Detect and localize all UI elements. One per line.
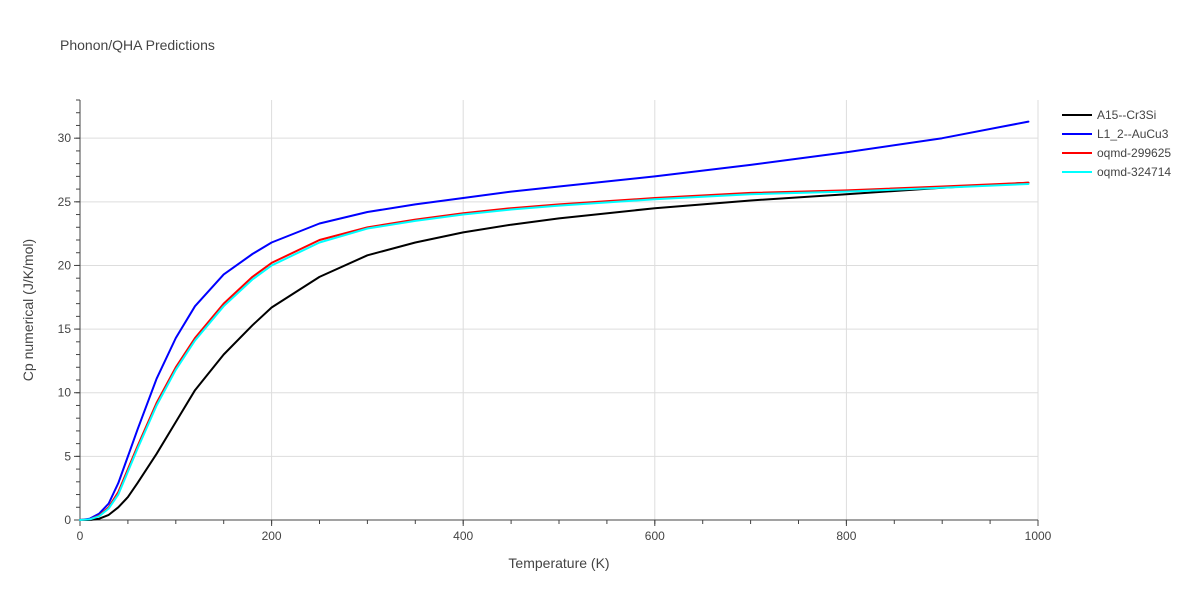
x-tick-label: 200 xyxy=(262,529,282,543)
y-tick-label: 0 xyxy=(64,513,71,527)
x-tick-label: 0 xyxy=(77,529,84,543)
x-tick-label: 1000 xyxy=(1025,529,1052,543)
legend-label: oqmd-299625 xyxy=(1097,146,1171,160)
legend-label: L1_2--AuCu3 xyxy=(1097,127,1169,141)
legend-item[interactable]: oqmd-324714 xyxy=(1062,165,1171,179)
legend-item[interactable]: A15--Cr3Si xyxy=(1062,108,1156,122)
y-tick-label: 20 xyxy=(58,258,72,272)
y-tick-label: 25 xyxy=(58,195,72,209)
y-tick-label: 15 xyxy=(58,322,72,336)
x-axis-title: Temperature (K) xyxy=(508,555,609,571)
y-tick-label: 10 xyxy=(58,386,72,400)
legend-label: A15--Cr3Si xyxy=(1097,108,1156,122)
axes: 0 200 400 600 800 1000 0 5 10 15 20 25 30 xyxy=(58,99,1052,543)
series-group xyxy=(79,120,1030,521)
series-line-4 xyxy=(79,183,1030,521)
x-tick-label: 800 xyxy=(836,529,856,543)
y-tick-label: 5 xyxy=(64,449,71,463)
legend[interactable]: A15--Cr3Si L1_2--AuCu3 oqmd-299625 oqmd-324… xyxy=(1062,108,1171,179)
y-axis-title: Cp numerical (J/K/mol) xyxy=(20,239,36,381)
legend-item[interactable]: L1_2--AuCu3 xyxy=(1062,127,1169,141)
series-line-3 xyxy=(79,181,1030,521)
series-line-2 xyxy=(79,120,1030,521)
y-tick-label: 30 xyxy=(58,131,72,145)
series-line-1 xyxy=(79,181,1030,521)
x-tick-label: 600 xyxy=(645,529,665,543)
legend-item[interactable]: oqmd-299625 xyxy=(1062,146,1171,160)
legend-label: oqmd-324714 xyxy=(1097,165,1171,179)
chart-title: Phonon/QHA Predictions xyxy=(60,37,215,53)
grid xyxy=(80,100,1039,520)
x-tick-label: 400 xyxy=(453,529,473,543)
